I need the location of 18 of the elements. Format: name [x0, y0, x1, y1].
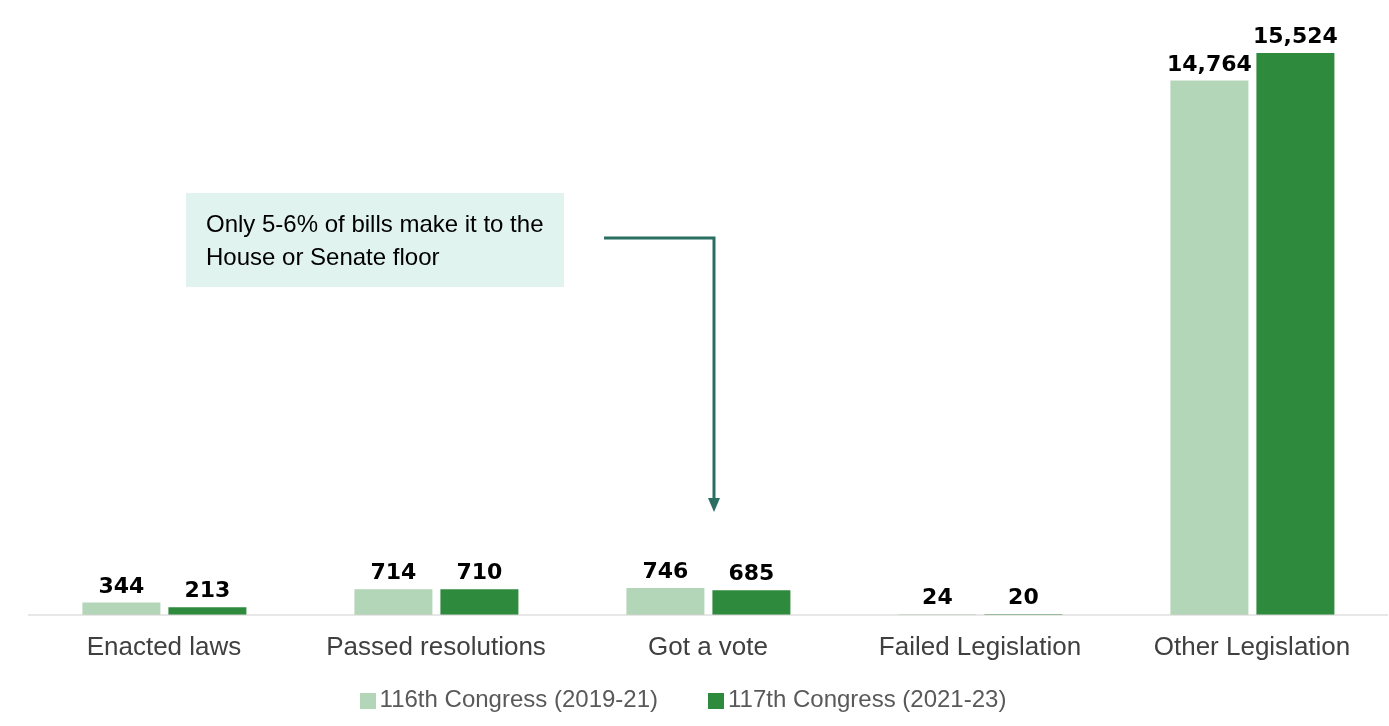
x-tick-label: Failed Legislation: [878, 631, 1082, 662]
data-label: 746: [642, 557, 689, 583]
data-label: 24: [922, 584, 953, 610]
x-tick-label: Got a vote: [648, 631, 768, 662]
callout-box: Only 5-6% of bills make it to the House or Senate floor: [186, 193, 564, 287]
x-tick-label: Other Legislation: [1153, 631, 1351, 662]
data-label: 714: [370, 559, 417, 585]
legend-label: 117th Congress (2021-23): [728, 685, 1007, 712]
data-label: 15,524: [1252, 23, 1338, 48]
data-label: 14,764: [1166, 50, 1252, 76]
x-tick-label: Passed resolutions: [326, 631, 546, 662]
legend-label: 116th Congress (2019-21): [379, 685, 658, 712]
data-label: 20: [1008, 584, 1039, 610]
data-label: 710: [456, 559, 503, 585]
x-tick-label: Enacted laws: [86, 631, 242, 662]
data-label: 213: [184, 577, 231, 603]
data-label: 685: [728, 560, 775, 586]
data-label: 344: [98, 572, 145, 598]
